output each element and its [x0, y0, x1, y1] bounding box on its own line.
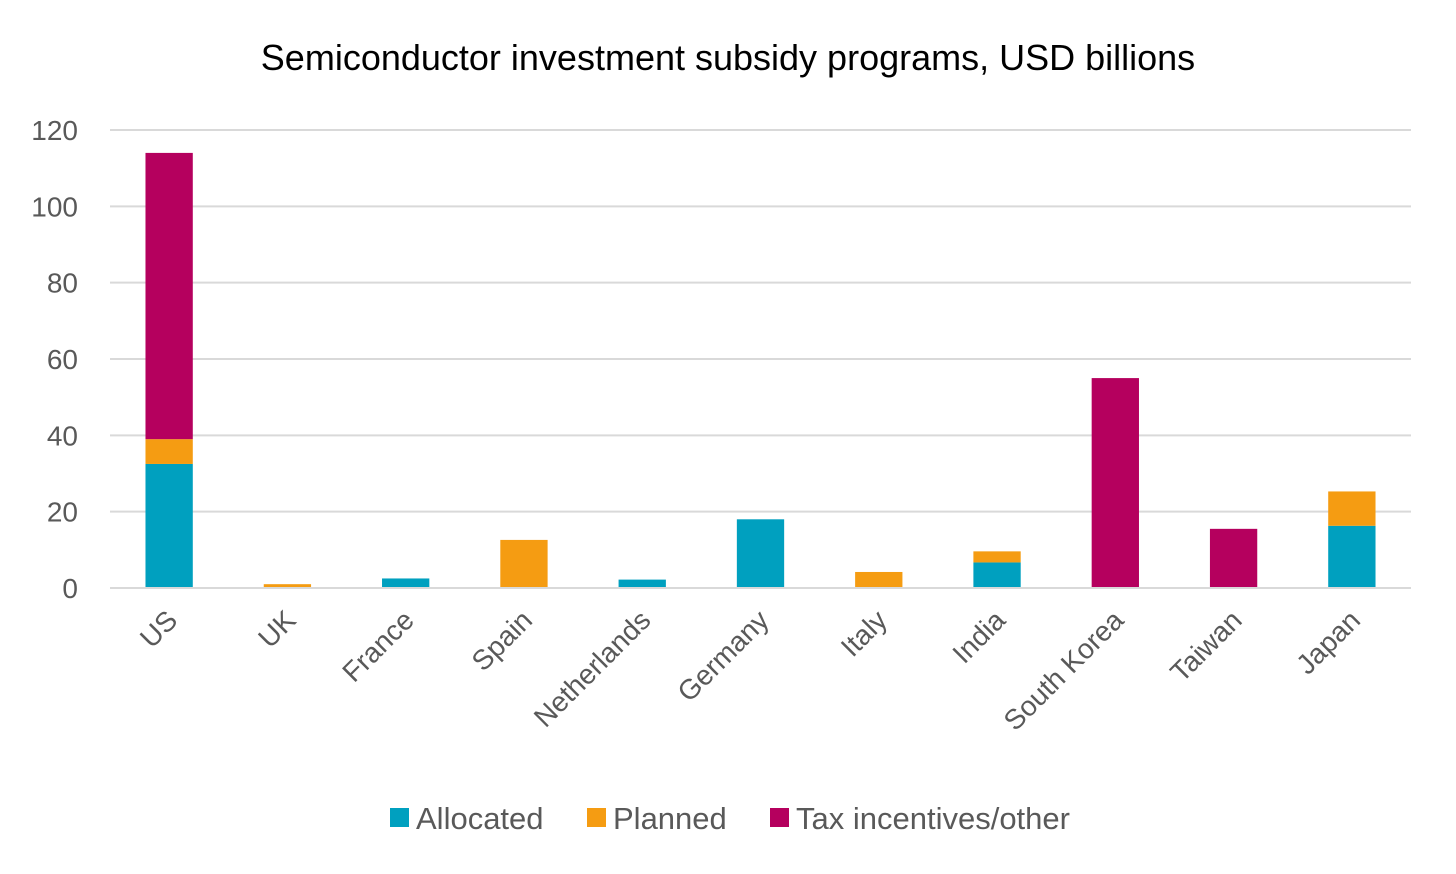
bar-allocated [973, 562, 1021, 588]
legend-label: Planned [613, 801, 727, 836]
chart-title: Semiconductor investment subsidy program… [261, 37, 1195, 78]
x-tick-label: Netherlands [528, 604, 657, 733]
y-tick-labels: 0 20 40 60 80 100 120 [31, 115, 78, 604]
x-tick-label: India [946, 604, 1011, 669]
bar-tax-incentives-other [1091, 378, 1139, 588]
x-tick-label: Taiwan [1164, 604, 1248, 688]
bar-tax-incentives-other [1209, 528, 1258, 588]
bar-allocated [145, 463, 193, 588]
bar-planned [263, 584, 312, 588]
gridlines [110, 129, 1411, 513]
x-tick-label: France [336, 604, 420, 688]
legend: Allocated Planned Tax incentives/other [390, 801, 1070, 836]
y-tick-label: 120 [31, 115, 78, 146]
bar-allocated [1328, 525, 1376, 588]
x-tick-label: South Korea [998, 604, 1130, 736]
x-tick-label: Spain [466, 604, 539, 677]
y-tick-label: 20 [47, 497, 78, 528]
bars [145, 152, 1376, 588]
y-tick-label: 0 [62, 573, 78, 604]
y-tick-label: 100 [31, 191, 78, 222]
legend-swatch [390, 808, 409, 827]
x-tick-label: Germany [671, 604, 774, 707]
x-tick-label: Japan [1290, 604, 1366, 680]
x-tick-label: US [134, 604, 183, 653]
bar-tax-incentives-other [145, 152, 193, 440]
bar-planned [855, 571, 903, 588]
bar-allocated [618, 579, 666, 588]
legend-label: Tax incentives/other [796, 801, 1070, 836]
x-tick-label: Italy [835, 604, 893, 662]
y-tick-label: 40 [47, 420, 78, 451]
bar-allocated [736, 519, 785, 588]
bar-planned [145, 439, 193, 464]
x-tick-label: UK [252, 604, 302, 654]
bar-allocated [382, 578, 430, 588]
legend-swatch [587, 808, 606, 827]
y-tick-label: 80 [47, 268, 78, 299]
bar-planned [500, 539, 548, 588]
bar-planned [1328, 491, 1376, 526]
legend-label: Allocated [416, 801, 544, 836]
y-tick-label: 60 [47, 344, 78, 375]
bar-planned [973, 551, 1021, 563]
legend-swatch [770, 808, 789, 827]
